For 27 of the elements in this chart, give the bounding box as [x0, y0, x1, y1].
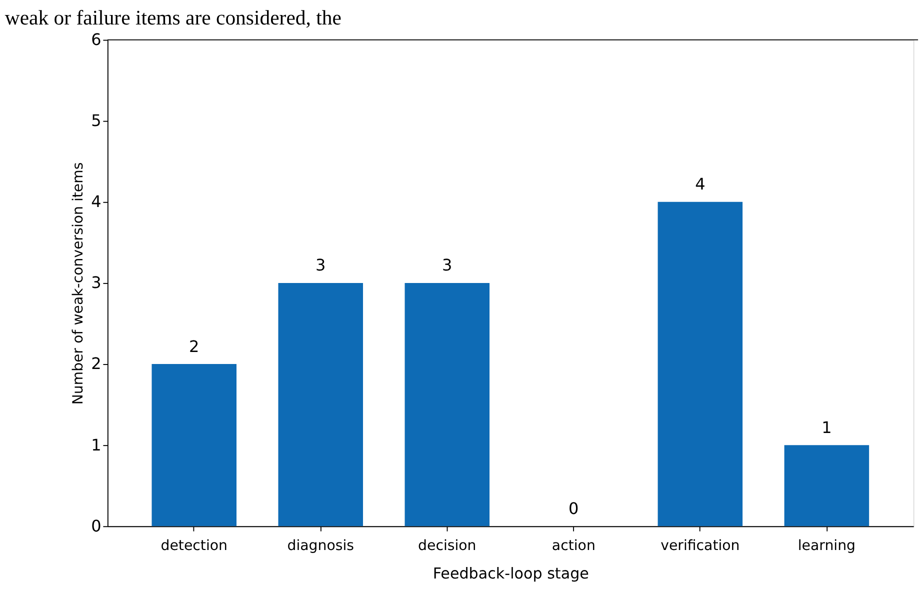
data-label: 3: [442, 256, 452, 275]
data-label: 3: [316, 256, 326, 275]
bar: [658, 202, 743, 526]
text: weak or failure items are considered, the: [4, 8, 342, 30]
x-axis-title: Feedback-loop stage: [432, 564, 589, 582]
x-tick-label: learning: [798, 538, 856, 554]
data-label: 4: [695, 174, 706, 194]
bar: [404, 282, 490, 526]
data-label: 2: [189, 336, 200, 356]
data-label: 1: [822, 418, 832, 437]
x-tick-label: decision: [418, 538, 476, 554]
bar: [784, 445, 870, 526]
y-tick-label: 2: [91, 354, 102, 374]
y-tick-label: 3: [91, 273, 102, 292]
bar: [152, 364, 236, 526]
x-tick-label: diagnosis: [287, 538, 354, 554]
x-tick-label: detection: [160, 538, 228, 554]
y-tick-label: 6: [91, 30, 102, 49]
data-label: 0: [568, 498, 579, 518]
y-tick-label: 4: [91, 192, 102, 212]
x-tick-label: verification: [660, 538, 740, 554]
bar: [278, 282, 364, 526]
y-tick-label: 0: [91, 516, 102, 536]
y-axis-title: Number of weak-conversion items: [70, 162, 87, 405]
x-tick-label: action: [552, 538, 596, 554]
y-tick-label: 1: [91, 435, 102, 454]
y-tick-label: 5: [91, 111, 102, 130]
